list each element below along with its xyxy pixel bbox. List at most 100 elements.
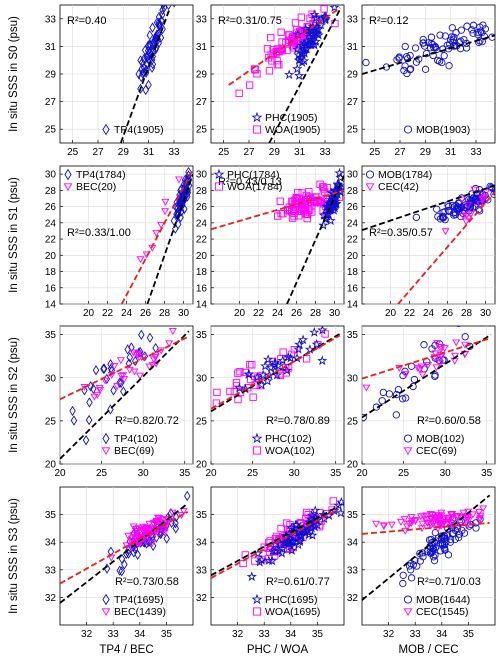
data-point: [403, 54, 412, 63]
y-tick-label: 25: [347, 416, 359, 427]
data-point: [448, 33, 456, 41]
data-point: [437, 522, 446, 530]
y-tick-label: 31: [347, 42, 359, 53]
data-point: [301, 205, 309, 214]
data-point: [335, 507, 344, 518]
x-tick-label: 22: [253, 308, 265, 319]
data-point: [387, 521, 396, 529]
data-point: [265, 67, 274, 75]
data-point: [458, 526, 466, 535]
data-point: [172, 511, 180, 523]
r-squared-annotation: R²=0.31/0.75: [218, 15, 282, 27]
y-tick-label: 14: [196, 300, 208, 311]
data-point: [151, 354, 160, 362]
data-point: [136, 372, 144, 380]
data-point: [168, 327, 177, 335]
data-point: [127, 544, 136, 552]
data-point: [183, 490, 191, 502]
fit-line: [362, 521, 490, 535]
y-tick-label: 32: [45, 593, 57, 604]
y-tick-label: 30: [347, 373, 359, 384]
scatter-points: [69, 327, 177, 446]
data-point: [185, 173, 193, 185]
data-point: [425, 536, 434, 544]
data-point: [394, 385, 403, 394]
data-point: [372, 520, 381, 528]
data-point: [117, 377, 125, 389]
data-point: [469, 511, 478, 519]
legend-label: MOB(1784): [378, 169, 432, 181]
panel-r1c0: 20 22 24 26 28 30 14 16 18 20 22 24 26 28 30 R²=0.33/1.…: [45, 165, 194, 319]
data-point: [274, 212, 282, 220]
legend-marker: [252, 607, 262, 616]
data-point: [174, 176, 183, 184]
data-point: [160, 5, 166, 10]
data-point: [395, 54, 403, 62]
data-point: [269, 46, 277, 54]
fit-line: [362, 337, 492, 380]
data-point: [284, 69, 295, 80]
legend-marker: [214, 182, 224, 191]
legend-label: PHC(102): [265, 433, 312, 445]
data-point: [161, 208, 170, 216]
y-tick-label: 35: [347, 330, 359, 341]
data-point: [479, 505, 488, 513]
data-point: [479, 21, 487, 29]
x-tick-label: 34: [285, 629, 297, 640]
data-point: [152, 33, 159, 44]
data-point: [396, 518, 405, 526]
y-tick-label: 33: [45, 14, 57, 25]
y-tick-label: 24: [347, 218, 359, 229]
data-point: [236, 368, 244, 376]
data-point: [165, 5, 172, 11]
y-tick-label: 24: [45, 218, 57, 229]
data-point: [443, 41, 452, 49]
data-point: [118, 566, 125, 577]
legend-label: BEC(69): [114, 445, 154, 457]
legend-label: BEC(20): [76, 181, 116, 193]
data-point: [172, 523, 180, 534]
data-point: [277, 524, 285, 533]
x-tick-label: 32: [232, 629, 244, 640]
data-point: [70, 415, 78, 426]
data-point: [399, 571, 407, 579]
data-point: [270, 538, 281, 549]
data-point: [110, 385, 117, 396]
y-axis-label: In situ SSS in S2 (psu): [8, 337, 20, 453]
data-point: [267, 545, 278, 556]
data-point: [265, 362, 277, 372]
y-tick-label: 14: [45, 300, 57, 311]
data-point: [262, 375, 273, 386]
data-point: [119, 372, 128, 380]
data-point: [434, 513, 443, 521]
data-point: [440, 52, 448, 60]
scatter-points: [135, 5, 176, 96]
x-tick-label: 33: [168, 147, 180, 158]
x-tick-label: 35: [161, 629, 173, 640]
x-tick-label: 27: [394, 147, 406, 158]
plot-area: [210, 486, 345, 626]
data-point: [416, 513, 425, 521]
data-point: [431, 528, 439, 537]
y-tick-label: 16: [45, 283, 57, 294]
legend-marker: [365, 170, 375, 179]
data-point: [450, 33, 458, 41]
y-tick-label: 25: [196, 416, 208, 427]
legend-marker: [251, 432, 263, 444]
y-tick-label: 29: [347, 70, 359, 81]
data-point: [121, 559, 128, 570]
data-point: [477, 27, 485, 35]
panel-r0c2: 25 27 29 31 33 25 27 29 31 33 R²=0.12 MOB(1903): [347, 4, 496, 158]
legend-label: PHC(1784): [227, 169, 280, 181]
panel-r1c2: 20 22 24 26 28 30 14 16 18 20 22 24 26 28 30 R²=0.35/0.…: [347, 165, 496, 319]
data-point: [437, 352, 446, 360]
x-tick-label: 30: [480, 308, 492, 319]
data-point: [311, 338, 322, 349]
data-point: [142, 84, 149, 96]
panel-r2c2: 20 25 30 35 20 25 30 35 R²=0.60/0.58 MOB(102)CEC(…: [347, 325, 496, 479]
x-tick-label: 35: [312, 629, 324, 640]
y-tick-label: 14: [347, 300, 359, 311]
data-point: [161, 5, 166, 9]
data-point: [444, 206, 453, 215]
data-point: [452, 339, 461, 347]
